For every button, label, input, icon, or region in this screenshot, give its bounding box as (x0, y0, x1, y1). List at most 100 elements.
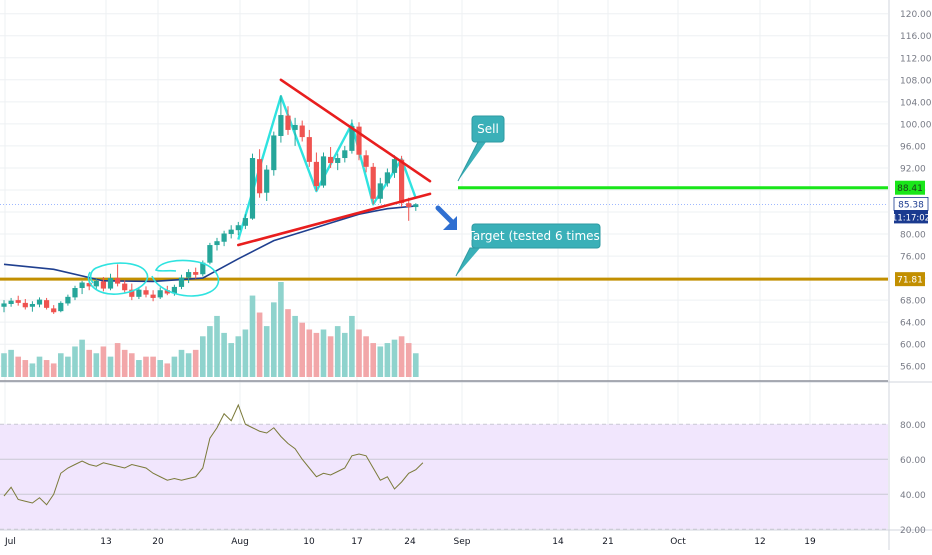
sell-callout-box[interactable] (471, 115, 505, 143)
candle-body (193, 272, 199, 275)
candle-body (100, 281, 106, 289)
candle-body (399, 159, 405, 204)
sell-level-label: 88.41 (897, 184, 923, 194)
candle-body (107, 278, 114, 289)
volume-bar (221, 332, 227, 377)
volume-bar (313, 332, 320, 377)
volume-bar (178, 349, 185, 377)
candle-body (271, 135, 277, 171)
target-level-label: 71.81 (897, 276, 923, 286)
volume-bar (263, 326, 270, 377)
candle-body (51, 308, 57, 313)
time-tick-label: 10 (303, 537, 315, 547)
rsi-tick-label: 40.00 (900, 491, 926, 501)
volume-bar (285, 309, 291, 377)
candles (1, 95, 419, 314)
volume-bar (86, 349, 92, 377)
candle-body (44, 300, 50, 308)
volume-bar (22, 360, 29, 377)
price-tick-label: 92.00 (900, 164, 926, 174)
candle-body (285, 115, 291, 130)
candle-body (406, 203, 412, 208)
candle-body (178, 277, 185, 287)
time-axis[interactable]: Jul 13 20 Aug 10 17 24 Sep 14 21 Oct 12 19 (4, 537, 816, 547)
candle-body (235, 225, 241, 231)
volume-bar (292, 315, 298, 377)
sell-level-badge[interactable] (895, 180, 925, 195)
volume-bar (356, 329, 362, 377)
candle-body (72, 288, 78, 298)
volume-bars (1, 282, 419, 377)
upper-trendline[interactable] (279, 78, 432, 183)
candle-body (264, 169, 270, 193)
candle-body (299, 125, 305, 138)
hand-drawn-circles[interactable] (87, 259, 220, 297)
callouts[interactable]: Sell Target (tested 6 times) (455, 115, 605, 277)
volume-bar (192, 349, 199, 377)
rsi-polyline (3, 403, 424, 506)
volume-bar (93, 353, 100, 377)
candle-body (242, 218, 248, 226)
volume-bar (271, 302, 277, 377)
time-tick-label: Sep (454, 537, 471, 547)
volume-bar (171, 356, 178, 377)
volume-bar (320, 329, 327, 377)
trendlines[interactable] (237, 78, 432, 247)
target-callout-box[interactable] (471, 223, 601, 249)
volume-bar (143, 356, 149, 377)
time-tick-label: 20 (152, 537, 164, 547)
target-level-badge[interactable] (895, 272, 925, 287)
volume-bar (121, 349, 128, 377)
candle-body (157, 290, 163, 298)
candle-body (306, 137, 312, 162)
candle-body (292, 124, 298, 130)
candle-body (15, 300, 21, 303)
candle-body (228, 229, 234, 235)
arrow-shaft (435, 205, 455, 225)
volume-bar (413, 353, 419, 377)
candle-body (313, 161, 319, 187)
horizontal-levels[interactable] (0, 186, 888, 281)
volume-bar (207, 326, 213, 377)
candle-body (29, 303, 35, 307)
volume-bar (58, 353, 64, 377)
volume-bar (15, 356, 21, 377)
target-callout-pointer[interactable] (455, 247, 480, 277)
doodle-circle-left[interactable] (87, 262, 149, 295)
volume-bar (278, 282, 284, 377)
time-tick-label: Oct (670, 537, 686, 547)
lower-trendline[interactable] (237, 192, 432, 247)
time-tick-label: 21 (602, 537, 613, 547)
candle-body (136, 289, 142, 297)
candle-body (122, 283, 128, 291)
volume-bar (29, 363, 36, 377)
price-axis[interactable]: 120.00 116.00 112.00 108.00 104.00 100.00 96.0… (892, 10, 932, 536)
volume-bar (36, 356, 43, 377)
volume-bar (327, 336, 334, 377)
candle-body (342, 150, 348, 159)
candle-body (391, 159, 398, 173)
time-tick-label: Aug (231, 537, 249, 547)
candle-body (79, 282, 85, 289)
volume-bar (405, 343, 412, 377)
candle-body (129, 289, 135, 297)
price-tick-label: 56.00 (900, 363, 926, 373)
candle-body (200, 262, 206, 275)
time-tick-label: 12 (754, 537, 765, 547)
candle-body (186, 272, 192, 278)
candle-body (171, 286, 177, 294)
candle-body (150, 294, 156, 298)
candle-body (384, 172, 390, 184)
volume-bar (8, 349, 14, 377)
target-callout-text: Target (tested 6 times) (467, 229, 605, 243)
doodle-circle-right[interactable] (151, 259, 220, 297)
down-arrow-icon[interactable] (435, 205, 457, 230)
moving-average-line (3, 205, 416, 283)
candle-body (36, 299, 43, 305)
volume-bar (157, 360, 163, 377)
volume-bar (370, 343, 376, 377)
candle-body (207, 245, 213, 263)
candle-body (320, 156, 327, 186)
candle-body (370, 166, 376, 199)
